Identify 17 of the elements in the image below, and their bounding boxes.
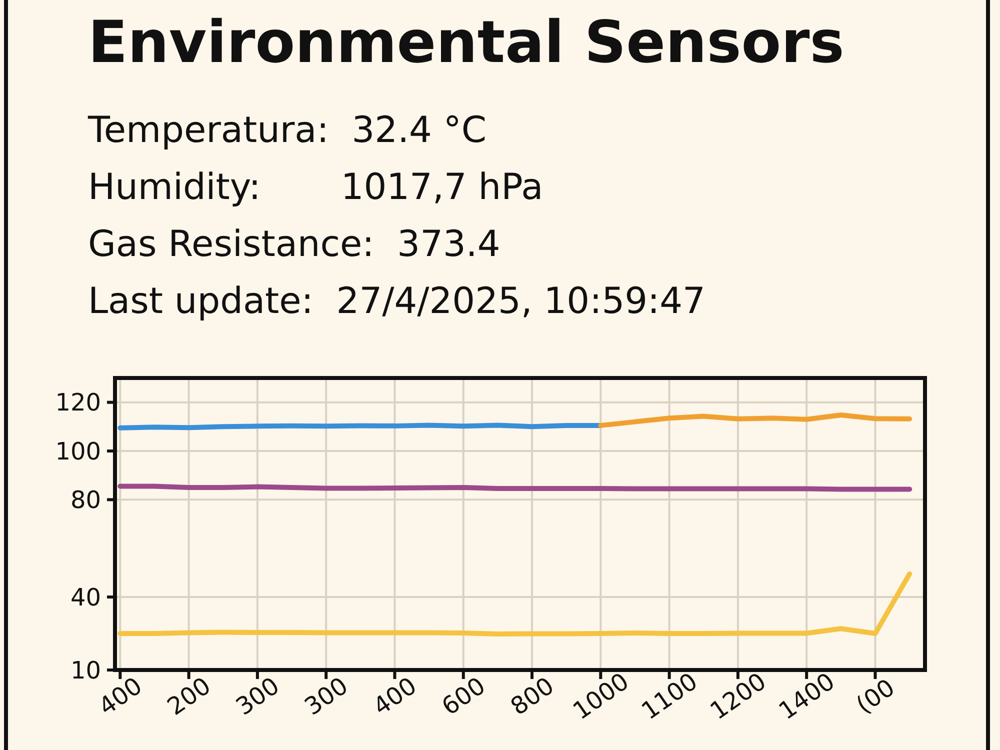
chart-title: Environmental Sensors: [88, 8, 844, 76]
y-tick-label: 40: [70, 583, 101, 612]
text: Last update: 27/4/2025, 10:59:47: [88, 281, 706, 322]
text: Gas Resistance: 373.4: [88, 224, 500, 265]
y-tick-label: 100: [55, 437, 101, 466]
y-tick-label: 10: [70, 656, 101, 684]
y-tick-label: 80: [70, 486, 101, 514]
x-tick-label: 600: [436, 672, 490, 721]
x-tick-label: 300: [230, 672, 284, 721]
x-tick-label: 300: [300, 672, 354, 721]
text: Temperatura: 32.4 °C: [87, 110, 486, 151]
x-tick-label: 400: [368, 672, 422, 721]
y-tick-label: 120: [55, 388, 101, 417]
x-tick-label: (00: [851, 673, 900, 720]
text: Humidity: 1017,7 hPa: [88, 167, 544, 208]
x-tick-label: 800: [505, 672, 560, 721]
x-tick-label: 200: [162, 672, 216, 721]
